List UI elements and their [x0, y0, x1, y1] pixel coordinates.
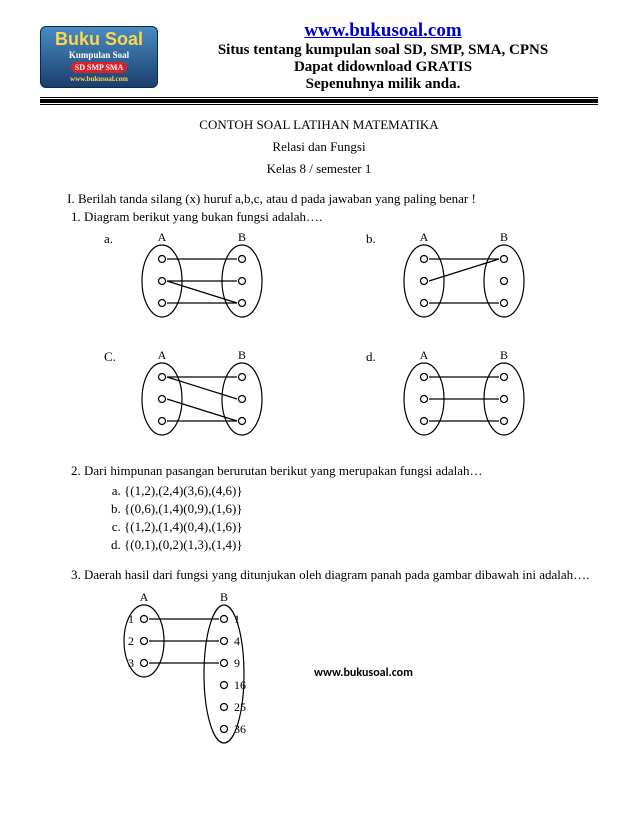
- mapping-diagram-b: AB: [394, 231, 544, 329]
- doc-grade: Kelas 8 / semester 1: [40, 161, 598, 177]
- question-3: Daerah hasil dari fungsi yang ditunjukan…: [84, 567, 598, 755]
- svg-text:4: 4: [234, 634, 240, 648]
- q2-opt-b: {(0,6),(1,4)(0,9),(1,6)}: [124, 501, 598, 517]
- q2-opt-a: {(1,2),(2,4)(3,6),(4,6)}: [124, 483, 598, 499]
- tagline-2: Dapat didownload GRATIS: [168, 59, 598, 76]
- option-label-b: b.: [366, 231, 384, 247]
- instruction-item: Berilah tanda silang (x) huruf a,b,c, at…: [78, 191, 598, 755]
- header: Buku Soal Kumpulan Soal SD SMP SMA www.b…: [40, 20, 598, 93]
- svg-text:9: 9: [234, 656, 240, 670]
- q1-text: Diagram berikut yang bukan fungsi adalah…: [84, 209, 322, 224]
- svg-text:B: B: [220, 591, 228, 604]
- mapping-diagram-d: AB: [394, 349, 544, 447]
- svg-text:A: A: [158, 231, 167, 244]
- svg-text:A: A: [140, 591, 149, 604]
- mapping-diagram-q3: AB123149162536: [114, 591, 274, 755]
- svg-text:A: A: [420, 231, 429, 244]
- main-list: Berilah tanda silang (x) huruf a,b,c, at…: [40, 191, 598, 755]
- q1-opt-c: C. AB: [104, 349, 336, 447]
- mapping-diagram-c: AB: [132, 349, 282, 447]
- footer-url: www.bukusoal.com: [314, 666, 413, 680]
- divider-rule: [40, 97, 598, 105]
- svg-text:16: 16: [234, 678, 246, 692]
- logo-url: www.bukusoal.com: [70, 75, 128, 83]
- q2-opt-d: {(0,1),(0,2)(1,3),(1,4)}: [124, 537, 598, 553]
- question-2: Dari himpunan pasangan berurutan berikut…: [84, 463, 598, 553]
- svg-text:3: 3: [128, 656, 134, 670]
- option-label-d: d.: [366, 349, 384, 365]
- q2-options: {(1,2),(2,4)(3,6),(4,6)} {(0,6),(1,4)(0,…: [84, 483, 598, 553]
- svg-text:2: 2: [128, 634, 134, 648]
- svg-text:B: B: [238, 349, 246, 362]
- logo-pill: SD SMP SMA: [71, 62, 127, 73]
- svg-text:A: A: [158, 349, 167, 362]
- q2-opt-c: {(1,2),(1,4)(0,4),(1,6)}: [124, 519, 598, 535]
- q1-opt-d: d. AB: [366, 349, 598, 447]
- logo-subtitle: Kumpulan Soal: [69, 50, 129, 60]
- logo-title: Buku Soal: [55, 30, 143, 48]
- svg-text:25: 25: [234, 700, 246, 714]
- svg-text:1: 1: [128, 612, 134, 626]
- doc-subject: Relasi dan Fungsi: [40, 139, 598, 155]
- q2-text: Dari himpunan pasangan berurutan berikut…: [84, 463, 483, 478]
- mapping-diagram-a: AB: [132, 231, 282, 329]
- svg-text:B: B: [238, 231, 246, 244]
- svg-text:A: A: [420, 349, 429, 362]
- tagline-3: Sepenuhnya milik anda.: [168, 76, 598, 93]
- svg-text:1: 1: [234, 612, 240, 626]
- site-logo: Buku Soal Kumpulan Soal SD SMP SMA www.b…: [40, 26, 158, 88]
- svg-text:B: B: [500, 231, 508, 244]
- q1-opt-b: b. AB: [366, 231, 598, 329]
- q1-opt-a: a. AB: [104, 231, 336, 329]
- question-1: Diagram berikut yang bukan fungsi adalah…: [84, 209, 598, 447]
- site-link[interactable]: www.bukusoal.com: [304, 20, 461, 41]
- option-label-c: C.: [104, 349, 122, 365]
- q3-text: Daerah hasil dari fungsi yang ditunjukan…: [84, 567, 598, 583]
- doc-title: CONTOH SOAL LATIHAN MATEMATIKA: [40, 117, 598, 133]
- svg-text:B: B: [500, 349, 508, 362]
- option-label-a: a.: [104, 231, 122, 247]
- instruction-text: Berilah tanda silang (x) huruf a,b,c, at…: [78, 191, 476, 206]
- tagline-1: Situs tentang kumpulan soal SD, SMP, SMA…: [168, 42, 598, 59]
- header-text: www.bukusoal.com Situs tentang kumpulan …: [168, 20, 598, 93]
- q1-diagram-grid: a. AB b. AB C. AB d. AB: [104, 231, 598, 447]
- q3-row: AB123149162536 www.bukusoal.com: [114, 591, 598, 755]
- svg-text:36: 36: [234, 722, 246, 736]
